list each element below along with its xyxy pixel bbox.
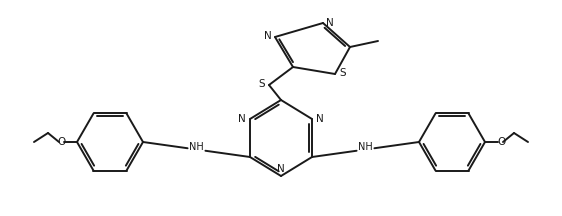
Text: O: O: [497, 137, 505, 147]
Text: S: S: [259, 79, 265, 89]
Text: NH: NH: [358, 143, 373, 152]
Text: S: S: [339, 68, 346, 78]
Text: N: N: [316, 114, 324, 124]
Text: N: N: [326, 18, 334, 28]
Text: N: N: [238, 114, 246, 124]
Text: N: N: [264, 31, 272, 41]
Text: N: N: [277, 164, 285, 174]
Text: NH: NH: [189, 143, 204, 152]
Text: O: O: [57, 137, 65, 147]
